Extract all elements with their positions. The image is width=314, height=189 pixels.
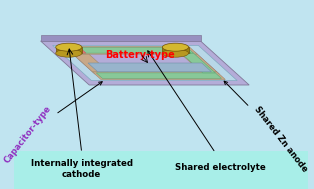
Polygon shape xyxy=(92,72,225,80)
Polygon shape xyxy=(181,53,215,73)
Polygon shape xyxy=(176,48,191,53)
Polygon shape xyxy=(71,52,219,74)
Polygon shape xyxy=(73,54,108,72)
Polygon shape xyxy=(162,47,188,53)
Polygon shape xyxy=(64,46,198,54)
Polygon shape xyxy=(66,46,86,53)
Ellipse shape xyxy=(162,49,188,57)
Ellipse shape xyxy=(162,43,188,51)
Polygon shape xyxy=(56,47,82,53)
Ellipse shape xyxy=(56,49,82,57)
Text: Internally integrated
cathode: Internally integrated cathode xyxy=(31,159,133,179)
Ellipse shape xyxy=(56,43,82,51)
Polygon shape xyxy=(181,54,217,72)
Polygon shape xyxy=(41,41,249,85)
Polygon shape xyxy=(52,45,237,81)
Text: Shared Zn anode: Shared Zn anode xyxy=(224,81,309,174)
FancyBboxPatch shape xyxy=(14,151,308,189)
Polygon shape xyxy=(88,63,212,72)
Polygon shape xyxy=(68,48,193,53)
Text: Shared electrolyte: Shared electrolyte xyxy=(175,163,266,171)
Text: Capacitor-type: Capacitor-type xyxy=(2,82,102,165)
Polygon shape xyxy=(96,73,221,78)
Text: Battery-type: Battery-type xyxy=(106,50,175,60)
Polygon shape xyxy=(41,35,201,41)
